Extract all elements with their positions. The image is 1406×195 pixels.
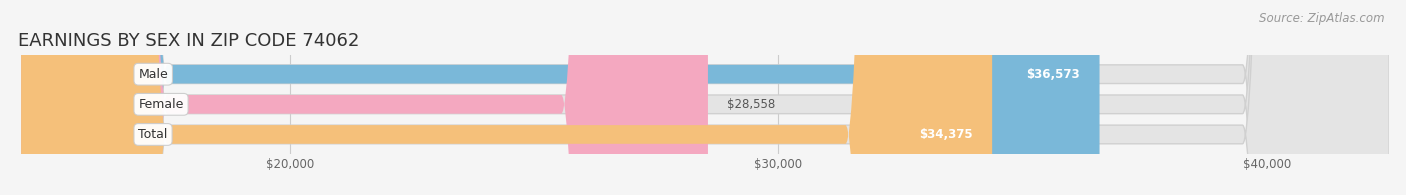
FancyBboxPatch shape (21, 0, 1389, 195)
FancyBboxPatch shape (21, 0, 709, 195)
Text: Male: Male (138, 68, 169, 81)
Text: $34,375: $34,375 (920, 128, 973, 141)
Text: $28,558: $28,558 (727, 98, 776, 111)
FancyBboxPatch shape (21, 0, 1389, 195)
FancyBboxPatch shape (21, 0, 1389, 195)
Text: $36,573: $36,573 (1026, 68, 1080, 81)
FancyBboxPatch shape (21, 0, 993, 195)
Text: Source: ZipAtlas.com: Source: ZipAtlas.com (1260, 12, 1385, 25)
Text: Female: Female (138, 98, 184, 111)
Text: EARNINGS BY SEX IN ZIP CODE 74062: EARNINGS BY SEX IN ZIP CODE 74062 (18, 32, 360, 50)
FancyBboxPatch shape (21, 0, 1099, 195)
Text: Total: Total (138, 128, 167, 141)
